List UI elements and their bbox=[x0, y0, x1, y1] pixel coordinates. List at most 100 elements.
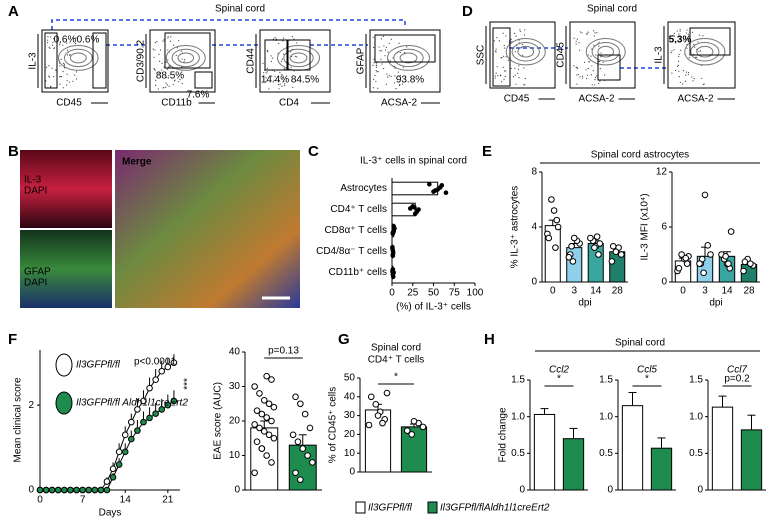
event-dot bbox=[47, 36, 49, 38]
event-dot bbox=[398, 42, 400, 44]
data-point bbox=[146, 414, 153, 422]
x-tick-label: 75 bbox=[449, 288, 461, 299]
data-point bbox=[704, 242, 712, 249]
event-dot bbox=[380, 50, 383, 52]
data-point bbox=[408, 431, 416, 438]
group-title: Spinal cord astrocytes bbox=[591, 150, 689, 161]
data-point bbox=[289, 431, 297, 439]
panel-label: A bbox=[8, 3, 19, 20]
event-dot bbox=[55, 69, 57, 71]
event-dot bbox=[702, 35, 704, 37]
data-point bbox=[85, 486, 92, 494]
gate-value: 0.6% bbox=[77, 35, 100, 46]
event-dot bbox=[75, 37, 77, 39]
y-axis-label: EAE score (AUC) bbox=[213, 382, 224, 460]
event-dot bbox=[671, 72, 673, 74]
y-axis-label: Fold change bbox=[498, 407, 509, 462]
data-point bbox=[419, 423, 427, 431]
event-dot bbox=[165, 76, 167, 78]
event-dot bbox=[578, 42, 580, 44]
data-point bbox=[432, 188, 438, 193]
event-dot bbox=[296, 42, 298, 44]
event-dot bbox=[596, 75, 598, 77]
event-dot bbox=[176, 47, 178, 49]
event-dot bbox=[390, 75, 392, 78]
event-dot bbox=[169, 40, 172, 42]
event-dot bbox=[503, 55, 505, 57]
flow-y-label: GFAP bbox=[356, 47, 367, 74]
event-dot bbox=[290, 66, 292, 68]
event-dot bbox=[281, 85, 283, 87]
event-dot bbox=[280, 60, 283, 62]
panel-title: Spinal cord bbox=[215, 4, 265, 15]
contour bbox=[387, 45, 430, 71]
event-dot bbox=[390, 38, 393, 40]
event-dot bbox=[494, 75, 496, 77]
data-point bbox=[416, 207, 421, 212]
x-tick-label: 14 bbox=[590, 286, 602, 297]
event-dot bbox=[676, 65, 679, 67]
event-dot bbox=[684, 80, 687, 82]
y-tick-label: CD4/8α⁻ T cells bbox=[316, 246, 387, 257]
event-dot bbox=[402, 66, 404, 68]
event-dot bbox=[594, 79, 596, 81]
event-dot bbox=[404, 76, 407, 78]
event-dot bbox=[399, 51, 401, 54]
event-dot bbox=[72, 37, 74, 39]
event-dot bbox=[293, 38, 295, 40]
legend-label: Il3GFPfl/flAldh1l1creErt2 bbox=[440, 503, 550, 514]
data-point bbox=[146, 384, 153, 392]
data-point bbox=[722, 253, 729, 260]
y-tick-label: 8 bbox=[531, 167, 537, 178]
gate bbox=[44, 32, 58, 89]
event-dot bbox=[697, 41, 699, 43]
contour bbox=[585, 38, 626, 66]
event-dot bbox=[167, 59, 169, 61]
data-point bbox=[258, 410, 266, 418]
event-dot bbox=[53, 37, 55, 40]
event-dot bbox=[593, 30, 595, 32]
data-point bbox=[410, 417, 418, 425]
event-dot bbox=[384, 49, 387, 51]
event-dot bbox=[178, 81, 180, 83]
event-dot bbox=[576, 74, 578, 76]
flow-plot bbox=[489, 21, 556, 89]
data-point bbox=[701, 191, 709, 199]
data-point bbox=[134, 406, 141, 413]
event-dot bbox=[678, 55, 680, 58]
event-dot bbox=[384, 55, 386, 57]
event-dot bbox=[673, 49, 675, 51]
event-dot bbox=[59, 75, 62, 78]
event-dot bbox=[678, 33, 680, 35]
event-dot bbox=[52, 41, 54, 44]
y-tick-label: 40 bbox=[344, 391, 356, 402]
data-point bbox=[304, 452, 311, 459]
data-point bbox=[97, 486, 105, 494]
bar bbox=[562, 438, 585, 491]
event-dot bbox=[399, 83, 401, 86]
event-dot bbox=[380, 58, 382, 60]
event-dot bbox=[673, 35, 675, 37]
y-tick-label: 0 bbox=[661, 277, 667, 288]
data-point bbox=[553, 216, 561, 224]
event-dot bbox=[53, 75, 55, 78]
event-dot bbox=[292, 86, 294, 89]
data-point bbox=[609, 242, 617, 250]
y-tick-label: 40 bbox=[229, 347, 241, 358]
event-dot bbox=[676, 30, 678, 32]
data-point bbox=[612, 248, 620, 256]
event-dot bbox=[521, 43, 524, 46]
event-dot bbox=[386, 73, 388, 75]
event-dot bbox=[272, 57, 274, 59]
event-dot bbox=[62, 44, 64, 46]
y-tick-label: 1.5 bbox=[511, 375, 525, 386]
event-dot bbox=[50, 36, 52, 38]
event-dot bbox=[505, 56, 507, 58]
event-dot bbox=[75, 78, 78, 80]
flow-plot bbox=[369, 29, 441, 93]
data-point bbox=[391, 229, 396, 234]
data-point bbox=[294, 438, 302, 446]
data-point bbox=[251, 383, 258, 390]
event-dot bbox=[49, 86, 52, 88]
